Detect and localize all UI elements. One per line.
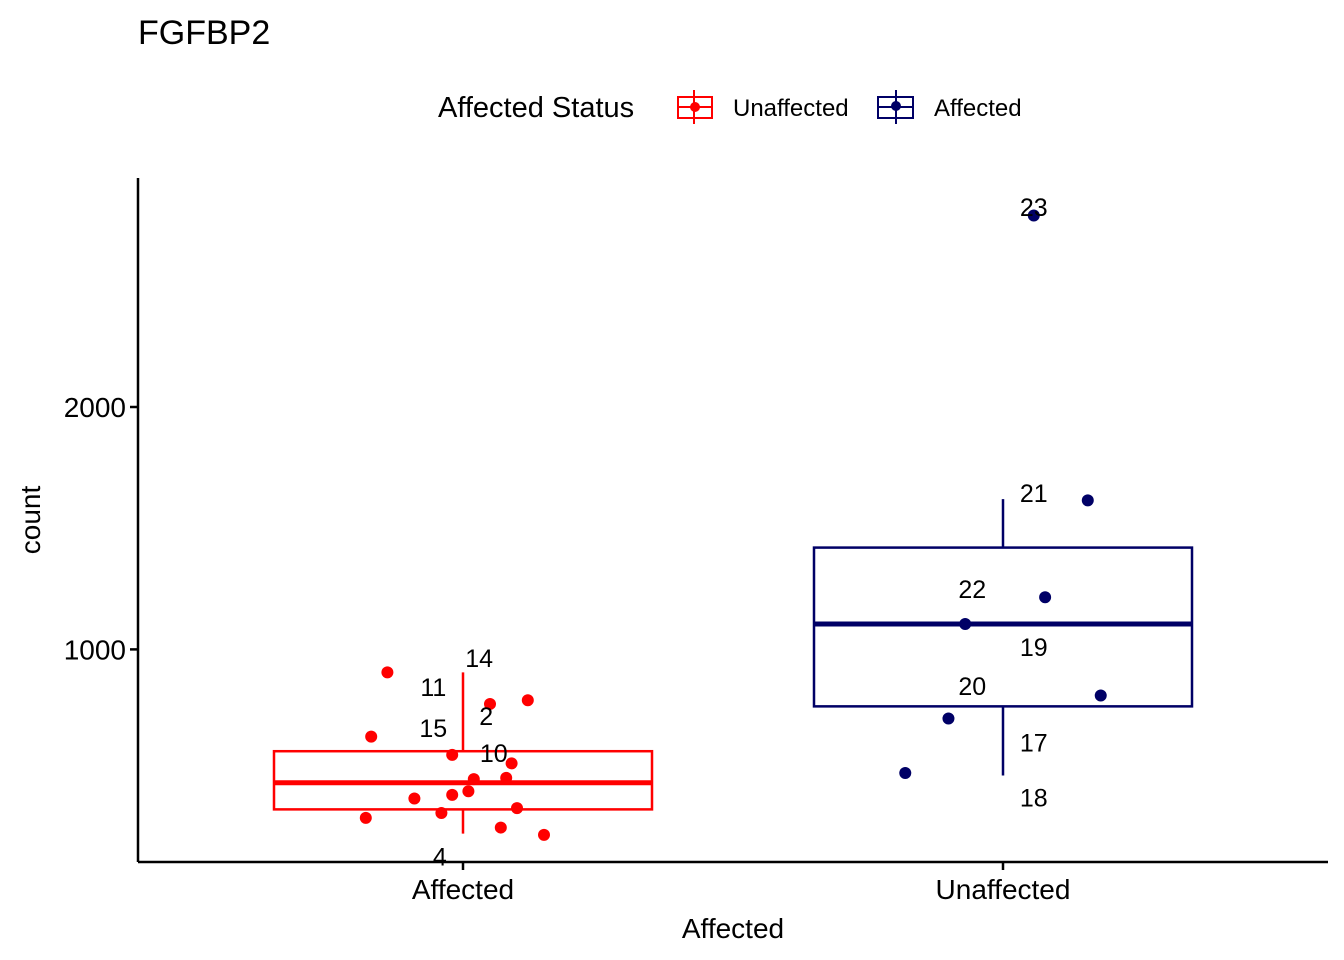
- point-label: 20: [958, 673, 986, 701]
- y-axis-title: count: [15, 486, 46, 555]
- data-point: [446, 788, 459, 801]
- legend-entry-unaffected: Unaffected: [677, 90, 849, 124]
- data-point: [521, 694, 534, 707]
- data-point: [365, 730, 378, 743]
- data-point: [467, 773, 480, 786]
- point-label: 10: [480, 740, 508, 768]
- chart-title: FGFBP2: [138, 14, 270, 52]
- x-tick-label: Affected: [412, 874, 514, 905]
- y-tick-label: 1000: [64, 634, 126, 665]
- point-label: 2: [479, 703, 493, 731]
- point-label: 22: [958, 576, 986, 604]
- data-point: [942, 712, 955, 725]
- data-point: [359, 811, 372, 824]
- legend-label-affected: Affected: [934, 95, 1022, 122]
- data-point: [959, 617, 972, 630]
- data-point: [381, 666, 394, 679]
- point-label: 14: [465, 645, 493, 673]
- iqr-box: [812, 546, 1194, 708]
- data-point: [538, 828, 550, 841]
- point-label: 23: [1020, 194, 1048, 222]
- data-point: [462, 785, 475, 798]
- legend-label-unaffected: Unaffected: [733, 95, 849, 122]
- legend-entry-affected: Affected: [877, 90, 1022, 124]
- plot-area: 1000 2000 Affected Unaffected 14 11 2 15 10 4 23…: [64, 178, 1328, 905]
- x-axis-title: Affected: [682, 913, 784, 944]
- data-point: [511, 802, 523, 815]
- legend-key-point: [891, 101, 901, 111]
- point-label: 4: [433, 844, 447, 872]
- y-tick-label: 2000: [64, 392, 126, 423]
- point-label: 18: [1020, 784, 1048, 812]
- point-label: 19: [1020, 634, 1048, 662]
- data-point: [1027, 209, 1040, 222]
- x-tick-label: Unaffected: [936, 874, 1071, 905]
- legend: Affected Status Unaffected Affected: [438, 90, 1022, 124]
- point-label: 15: [419, 715, 447, 743]
- point-label: 17: [1020, 730, 1048, 758]
- data-point: [1039, 591, 1052, 604]
- point-label: 21: [1020, 480, 1048, 508]
- data-point: [500, 771, 513, 784]
- point-label: 11: [420, 674, 446, 702]
- data-point: [1081, 494, 1094, 507]
- data-point: [494, 821, 507, 834]
- box-group-unaffected: 23 21 22 19 20 17 18: [812, 194, 1194, 812]
- data-point: [446, 748, 459, 761]
- data-point: [505, 757, 518, 770]
- legend-key-point: [690, 102, 700, 112]
- data-point: [1094, 689, 1107, 702]
- box-group-affected: 14 11 2 15 10 4: [272, 645, 654, 872]
- data-point: [484, 697, 496, 710]
- data-point: [435, 807, 448, 820]
- legend-title: Affected Status: [438, 92, 634, 124]
- data-point: [899, 767, 912, 780]
- data-point: [408, 792, 421, 805]
